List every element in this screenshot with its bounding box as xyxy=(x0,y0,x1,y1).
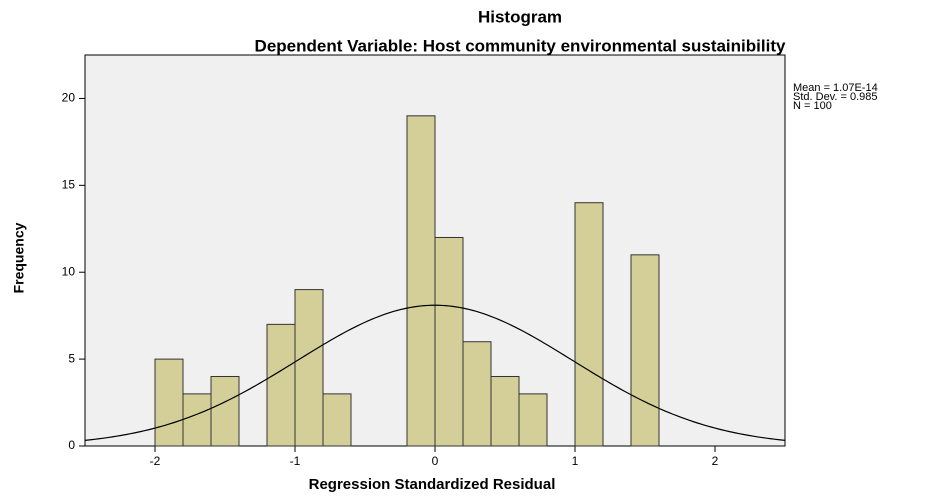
bar xyxy=(294,289,324,447)
x-tick-label: 2 xyxy=(712,454,719,468)
y-tick-label: 15 xyxy=(62,178,76,192)
x-tick-label: -2 xyxy=(150,454,161,468)
bar xyxy=(266,323,296,447)
bar xyxy=(434,236,464,447)
normal-curve xyxy=(84,304,786,441)
x-tick-label: 0 xyxy=(432,454,439,468)
y-axis-label: Frequency xyxy=(11,222,27,293)
bar xyxy=(574,202,604,447)
y-tick-label: 10 xyxy=(62,264,76,278)
bar xyxy=(210,375,240,447)
annotation: N = 100 xyxy=(793,100,832,112)
bar xyxy=(462,341,492,447)
bar xyxy=(630,254,660,447)
x-tick-label: -1 xyxy=(290,454,301,468)
annotation: Mean = 1.07E-14 xyxy=(793,82,878,94)
bar xyxy=(322,393,352,447)
bar xyxy=(490,375,520,447)
y-tick-label: 20 xyxy=(62,91,76,105)
annotation: Std. Dev. = 0.985 xyxy=(793,91,878,103)
bar xyxy=(406,115,436,447)
x-tick-label: 1 xyxy=(572,454,579,468)
bar xyxy=(182,393,212,447)
y-tick-label: 0 xyxy=(68,438,75,452)
x-axis-label: Regression Standardized Residual xyxy=(309,476,556,493)
bar xyxy=(154,358,184,447)
bar xyxy=(518,393,548,447)
chart-subtitle: Dependent Variable: Host community envir… xyxy=(255,36,786,55)
chart-title: Histogram xyxy=(478,7,562,26)
y-tick-label: 5 xyxy=(68,351,75,365)
